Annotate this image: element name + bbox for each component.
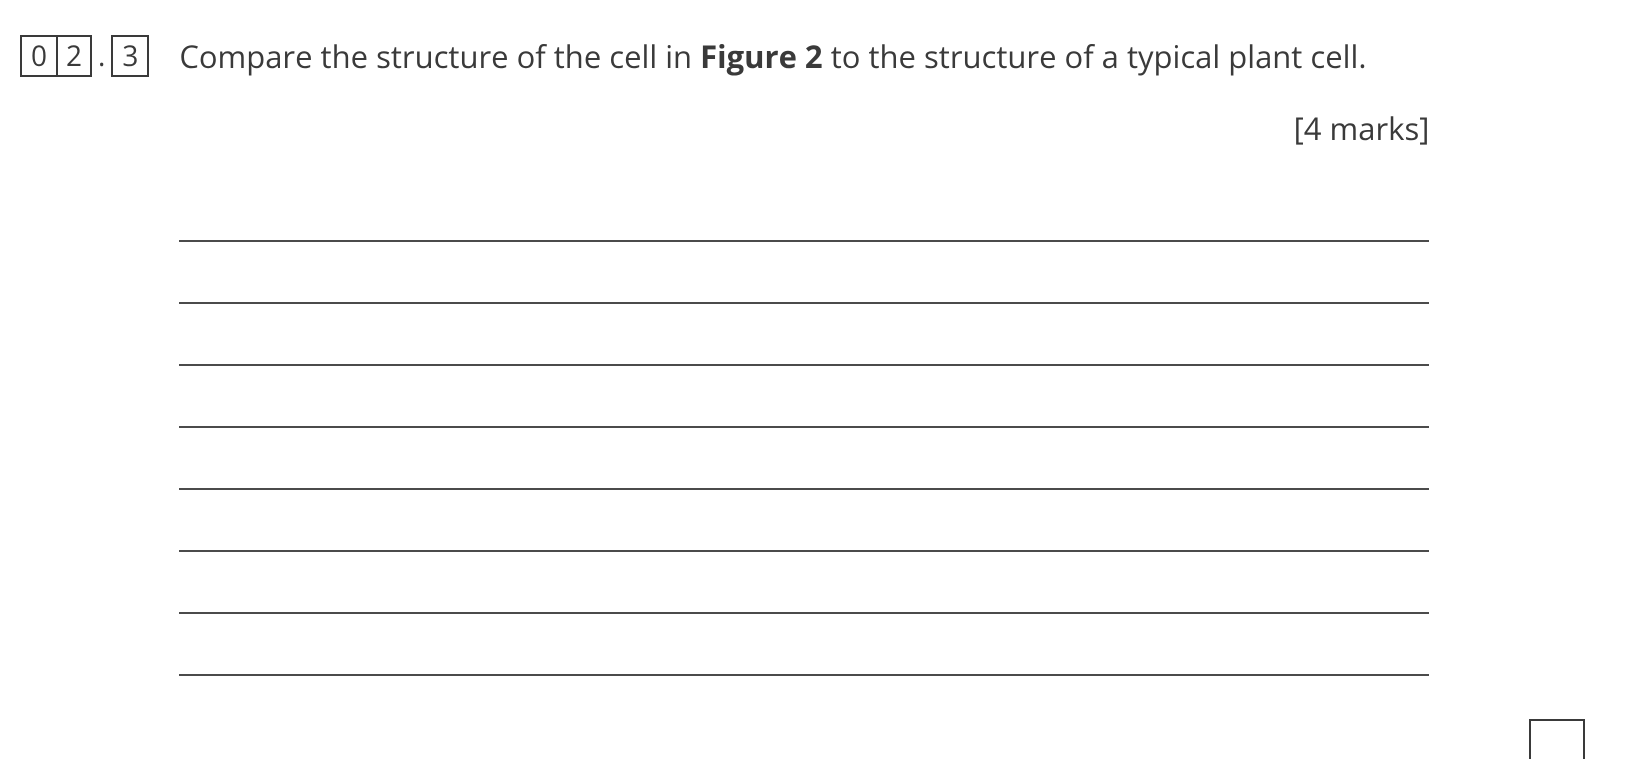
- answer-line[interactable]: [179, 614, 1429, 676]
- question-number: 0 2 . 3: [20, 35, 149, 77]
- question-number-major: 0 2: [20, 35, 92, 77]
- question-number-digit: 2: [56, 37, 90, 75]
- question-number-separator: .: [98, 37, 105, 75]
- score-box: [1529, 719, 1585, 759]
- question-row: 0 2 . 3 Compare the structure of the cel…: [20, 35, 1625, 676]
- answer-area[interactable]: [179, 180, 1439, 676]
- answer-line[interactable]: [179, 304, 1429, 366]
- answer-line[interactable]: [179, 180, 1429, 242]
- answer-line[interactable]: [179, 242, 1429, 304]
- answer-line[interactable]: [179, 428, 1429, 490]
- question-number-digit: 3: [113, 37, 147, 75]
- marks-label: [4 marks]: [179, 108, 1439, 150]
- question-number-digit: 0: [22, 37, 56, 75]
- exam-page: 0 2 . 3 Compare the structure of the cel…: [0, 0, 1625, 769]
- question-figure-ref: Figure 2: [700, 36, 823, 78]
- question-text-post: to the structure of a typical plant cell…: [823, 36, 1367, 78]
- question-text-pre: Compare the structure of the cell in: [179, 36, 700, 78]
- question-number-minor: 3: [111, 35, 149, 77]
- question-body: Compare the structure of the cell in Fig…: [179, 35, 1439, 676]
- question-text: Compare the structure of the cell in Fig…: [179, 35, 1439, 80]
- answer-line[interactable]: [179, 490, 1429, 552]
- answer-line[interactable]: [179, 552, 1429, 614]
- answer-line[interactable]: [179, 366, 1429, 428]
